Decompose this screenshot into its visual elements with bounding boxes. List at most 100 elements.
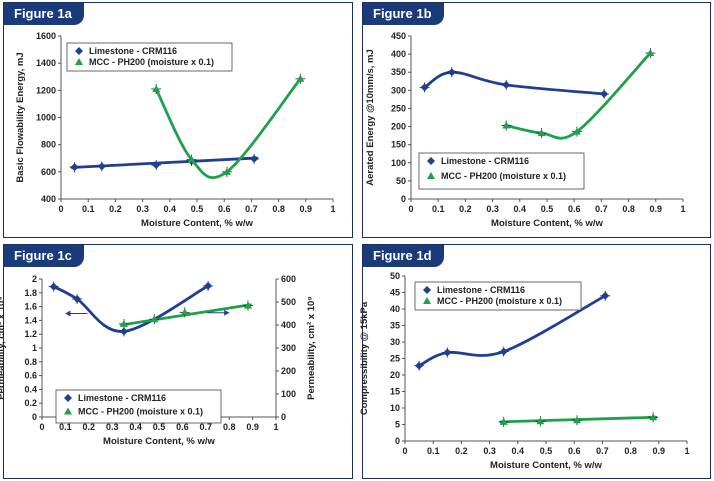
legend-label-limestone: Limestone - CRM116 [437, 285, 525, 295]
data-point-limestone [502, 80, 511, 89]
trend-curve-mcc [154, 77, 302, 179]
x-tick-label: 0 [58, 204, 63, 214]
data-point-mcc [646, 49, 655, 57]
figure-1b-title: Figure 1b [363, 3, 444, 25]
x-tick-label: 0.5 [541, 204, 554, 214]
trend-curve-limestone [423, 70, 606, 96]
trend-curve-limestone [52, 284, 210, 333]
data-point-mcc [150, 315, 159, 323]
data-point-limestone [119, 327, 128, 336]
y-tick-label: 1.4 [24, 315, 37, 325]
legend-label-mcc: MCC - PH200 (moisture x 0.1) [78, 407, 203, 417]
data-point-limestone [73, 295, 82, 304]
y-tick-label: 0 [395, 436, 400, 446]
y-tick-label: 50 [396, 176, 406, 186]
data-point-limestone [70, 163, 79, 172]
x-tick-label: 0.7 [245, 204, 258, 214]
axis-arrow-head-limestone [65, 310, 71, 317]
data-point-limestone [415, 361, 424, 370]
data-point-mcc [649, 413, 658, 421]
data-point-mcc [119, 319, 128, 327]
y-tick-label: 1 [32, 343, 37, 353]
y-tick-label: 50 [390, 271, 400, 281]
figure-1c-panel: Figure 1c 0 0.1 0.2 0.3 0.4 0.5 0.6 0.7 0.8 0.9 1 0… [0, 244, 353, 479]
y-tick-label: 450 [391, 31, 406, 41]
y-tick-label: 400 [41, 194, 56, 204]
legend-box [418, 152, 585, 190]
y-tick-label: 1600 [36, 31, 56, 41]
y-tick-label: 800 [41, 140, 56, 150]
y-tick-label: 0.4 [24, 384, 37, 394]
x-tick-label: 0.3 [483, 446, 496, 456]
y2-tick-label: 400 [281, 320, 296, 330]
x-tick-label: 1 [273, 422, 278, 432]
figure-1b-chart: 0 0.1 0.2 0.3 0.4 0.5 0.6 0.7 0.8 0.9 1 0 50 100 150 20… [365, 31, 686, 229]
figure-1d-panel: Figure 1d 0 0.1 0.2 0.3 0.4 0.5 0.6 0.7 0.8 0.9 1 0… [359, 244, 711, 479]
x-tick-label: 0 [408, 204, 413, 214]
data-point-mcc [180, 308, 189, 316]
y-axis-label: Basic Flowability Energy, mJ [15, 52, 26, 182]
data-point-limestone [601, 291, 610, 300]
x-tick-label: 0.2 [455, 446, 468, 456]
y2-tick-label: 100 [281, 389, 296, 399]
data-point-limestone [420, 83, 429, 92]
data-point-limestone [499, 347, 508, 356]
x-tick-label: 0.5 [153, 422, 166, 432]
x-tick-label: 0.4 [514, 204, 527, 214]
x-tick-label: 0.2 [459, 204, 472, 214]
figure-1d-title: Figure 1d [363, 245, 444, 267]
y-tick-label: 1200 [36, 85, 56, 95]
data-point-limestone [49, 282, 58, 291]
data-point-mcc [573, 416, 582, 424]
trend-curve-limestone [417, 294, 607, 368]
data-point-mcc [536, 417, 545, 425]
y-tick-label: 0.6 [24, 371, 37, 381]
x-tick-label: 0.3 [486, 204, 499, 214]
legend-box [55, 389, 222, 424]
x-tick-label: 0.7 [595, 204, 608, 214]
x-tick-label: 0 [402, 446, 407, 456]
y-tick-label: 1000 [36, 113, 56, 123]
data-point-mcc [222, 167, 231, 175]
y-tick-label: 1400 [36, 58, 56, 68]
x-tick-label: 0.8 [622, 204, 635, 214]
x-tick-label: 0.9 [650, 204, 663, 214]
x-tick-label: 0.9 [653, 446, 666, 456]
x-tick-label: 0.2 [109, 204, 122, 214]
legend-marker-mcc [64, 407, 72, 415]
data-point-limestone [250, 154, 259, 163]
figure-1a-chart: 0 0.1 0.2 0.3 0.4 0.5 0.6 0.7 0.8 0.9 140060080010… [15, 31, 336, 229]
x-tick-label: 0.9 [300, 204, 313, 214]
y-tick-label: 0 [401, 194, 406, 204]
y-tick-label: 2 [32, 274, 37, 284]
y-tick-label: 150 [391, 140, 406, 150]
legend-marker-limestone [423, 286, 431, 294]
y-tick-label: 200 [391, 122, 406, 132]
x-tick-label: 0.4 [512, 446, 525, 456]
x-tick-label: 0.6 [176, 422, 189, 432]
figure-1b-panel: Figure 1b 0 0.1 0.2 0.3 0.4 0.5 0.6 0.7 0.8 0.9 1 0… [362, 2, 711, 238]
trend-curve-mcc [504, 51, 652, 140]
y-tick-label: 1.8 [24, 288, 37, 298]
legend-marker-limestone [75, 47, 83, 55]
legend-marker-mcc [75, 58, 83, 65]
data-point-limestone [97, 162, 106, 171]
axis-arrow-head-mcc [224, 309, 230, 316]
data-point-mcc [499, 417, 508, 425]
y2-tick-label: 500 [281, 297, 296, 307]
y-tick-label: 45 [390, 288, 400, 298]
x-axis-label: Moisture Content, % w/w [141, 218, 254, 229]
data-point-limestone [447, 68, 456, 77]
legend-marker-limestone [427, 157, 435, 165]
x-tick-label: 0.6 [218, 204, 231, 214]
x-axis-label: Moisture Content, % w/w [490, 460, 603, 471]
x-tick-label: 0.6 [568, 204, 581, 214]
data-point-limestone [600, 89, 609, 98]
figure-1c-title: Figure 1c [4, 245, 84, 267]
y-axis-label: Aerated Energy @10mm/s, mJ [365, 49, 376, 186]
data-point-limestone [152, 161, 161, 170]
data-point-mcc [152, 84, 161, 92]
y-tick-label: 10 [390, 403, 400, 413]
legend-label-mcc: MCC - PH200 (moisture x 0.1) [89, 57, 214, 67]
y-tick-label: 100 [391, 158, 406, 168]
